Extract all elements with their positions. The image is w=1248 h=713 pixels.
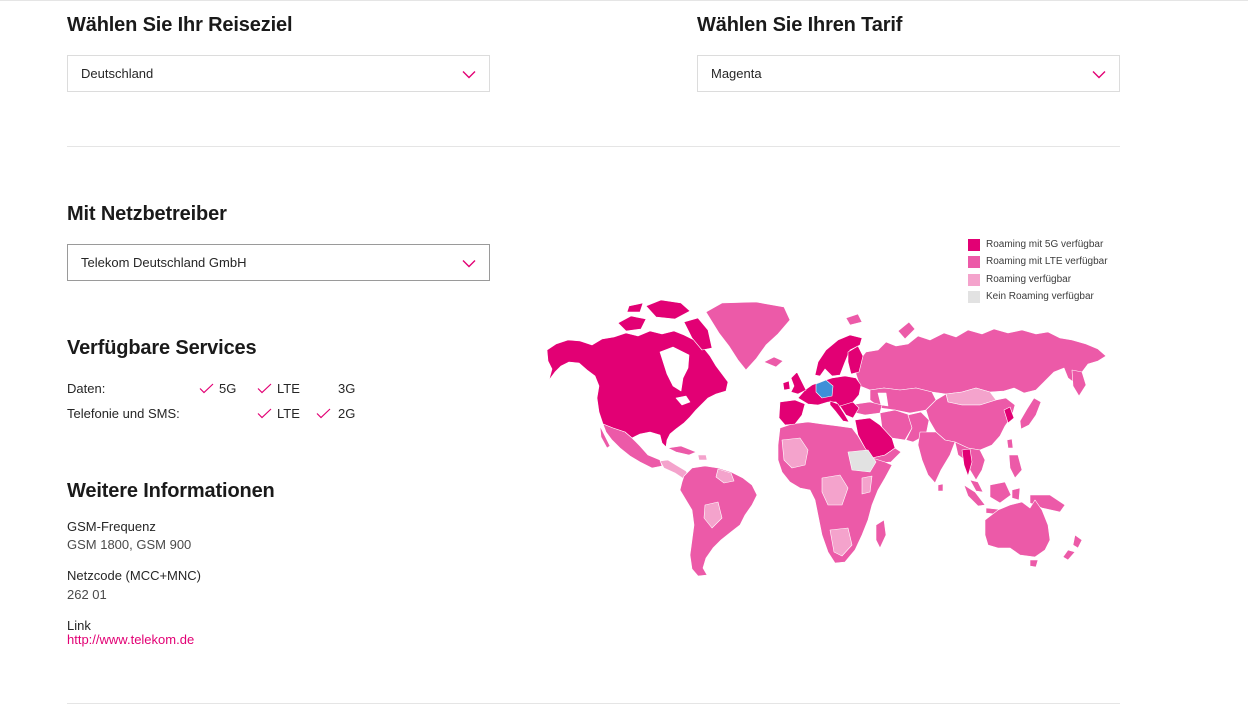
- map-region-balkans: [839, 401, 860, 419]
- map-region-ireland: [782, 380, 791, 391]
- legend-label: Kein Roaming verfügbar: [986, 290, 1094, 302]
- map-region-africa-west: [781, 437, 809, 469]
- map-region-svalbard: [845, 313, 863, 326]
- operator-heading: Mit Netzbetreiber: [67, 203, 227, 225]
- map-region-italy: [829, 400, 850, 423]
- map-region-south-america-north: [715, 468, 735, 484]
- legend-swatch-none: [968, 290, 980, 303]
- map-region-new-guinea: [1029, 494, 1066, 513]
- map-region-philippines: [1008, 454, 1023, 479]
- service-name: LTE: [277, 381, 300, 396]
- legend-swatch-roaming: [968, 273, 980, 286]
- map-region-hispaniola: [697, 454, 708, 461]
- network-code-value: 262 01: [67, 587, 107, 602]
- map-region-arctic-island: [626, 302, 644, 313]
- checkmark-icon: [199, 383, 214, 394]
- map-region-novaya-zemlya: [897, 321, 916, 340]
- tariff-heading: Wählen Sie Ihren Tarif: [697, 14, 903, 36]
- map-region-finland: [847, 345, 864, 375]
- legend-label: Roaming mit 5G verfügbar: [986, 239, 1104, 250]
- map-region-india: [917, 431, 956, 484]
- map-water-great-lakes: [675, 395, 691, 406]
- checkmark-icon: [316, 408, 331, 419]
- chevron-down-icon: [462, 71, 476, 79]
- map-region-russia: [855, 328, 1107, 395]
- legend-item: Kein Roaming verfügbar: [968, 290, 1118, 308]
- section-divider: [67, 703, 1120, 704]
- services-row-telephony: Telefonie und SMS: LTE 2G: [67, 406, 387, 422]
- map-region-cuba: [667, 445, 697, 456]
- map-region-south-america-central: [703, 501, 723, 529]
- network-code-label: Netzcode (MCC+MNC): [67, 568, 201, 583]
- operator-select-value: Telekom Deutschland GmbH: [81, 255, 247, 270]
- map-region-sri-lanka: [937, 483, 944, 492]
- world-map: [546, 299, 1107, 577]
- destination-select-value: Deutschland: [81, 66, 154, 81]
- top-border: [0, 0, 1248, 1]
- map-region-malaysia: [969, 479, 984, 493]
- map-region-thailand: [961, 448, 973, 477]
- legend-swatch-5g: [968, 239, 980, 251]
- map-region-new-zealand-north: [1072, 534, 1083, 549]
- map-water-caspian-sea: [877, 392, 889, 407]
- map-region-australia: [984, 499, 1051, 558]
- legend-label: Roaming verfügbar: [986, 273, 1072, 285]
- services-heading: Verfügbare Services: [67, 337, 257, 359]
- map-region-sulawesi: [1011, 487, 1021, 501]
- map-region-africa-central: [821, 474, 849, 506]
- tariff-select-value: Magenta: [711, 66, 762, 81]
- destination-heading: Wählen Sie Ihr Reiseziel: [67, 14, 293, 36]
- legend-item: Roaming verfügbar: [968, 273, 1118, 291]
- services-row-label: Telefonie und SMS:: [67, 406, 180, 421]
- chevron-down-icon: [462, 260, 476, 268]
- map-region-madagascar: [875, 519, 887, 549]
- map-legend: Roaming mit 5G verfügbar Roaming mit LTE…: [968, 239, 1118, 308]
- gsm-frequency-label: GSM-Frequenz: [67, 519, 156, 534]
- map-water-hudson-bay: [659, 346, 690, 392]
- chevron-down-icon: [1092, 71, 1106, 79]
- legend-label: Roaming mit LTE verfügbar: [986, 256, 1108, 268]
- map-region-baffin-island: [683, 317, 713, 351]
- map-region-japan: [1019, 397, 1042, 430]
- map-region-mexico: [602, 423, 663, 469]
- operator-select[interactable]: Telekom Deutschland GmbH: [67, 244, 490, 281]
- map-region-arctic-island: [617, 315, 647, 332]
- service-name: 2G: [338, 406, 356, 421]
- service-name: 5G: [219, 381, 237, 396]
- services-row-label: Daten:: [67, 381, 106, 396]
- map-region-tasmania: [1029, 559, 1039, 568]
- service-name: 3G: [338, 381, 356, 396]
- map-region-sumatra: [963, 484, 986, 507]
- legend-swatch-lte: [968, 256, 980, 269]
- map-region-iceland: [763, 356, 784, 368]
- service-name: LTE: [277, 406, 300, 421]
- map-region-africa-south: [829, 527, 853, 557]
- map-region-borneo: [989, 481, 1012, 504]
- map-region-iberia: [778, 399, 806, 426]
- section-divider: [67, 146, 1120, 147]
- map-region-baja-california: [599, 425, 611, 449]
- operator-website-link[interactable]: http://www.telekom.de: [67, 632, 195, 647]
- map-region-taiwan: [1006, 438, 1014, 449]
- info-heading: Weitere Informationen: [67, 480, 275, 502]
- map-region-great-britain: [790, 371, 807, 395]
- map-region-arctic-island: [645, 299, 691, 320]
- legend-item: Roaming mit LTE verfügbar: [968, 256, 1118, 273]
- tariff-select[interactable]: Magenta: [697, 55, 1120, 92]
- legend-item: Roaming mit 5G verfügbar: [968, 239, 1118, 256]
- checkmark-icon: [257, 383, 272, 394]
- link-label: Link: [67, 618, 91, 633]
- map-region-selected-country: [815, 379, 834, 399]
- map-region-africa-no-roaming: [847, 449, 877, 473]
- map-region-africa-east: [861, 475, 873, 495]
- gsm-frequency-value: GSM 1800, GSM 900: [67, 537, 192, 552]
- map-region-new-zealand-south: [1062, 549, 1076, 561]
- map-region-kamchatka: [1071, 369, 1087, 397]
- destination-select[interactable]: Deutschland: [67, 55, 490, 92]
- map-region-greenland: [705, 301, 791, 371]
- checkmark-icon: [257, 408, 272, 419]
- services-row-data: Daten: 5G LTE 3G: [67, 381, 387, 397]
- map-region-korea: [1003, 406, 1015, 424]
